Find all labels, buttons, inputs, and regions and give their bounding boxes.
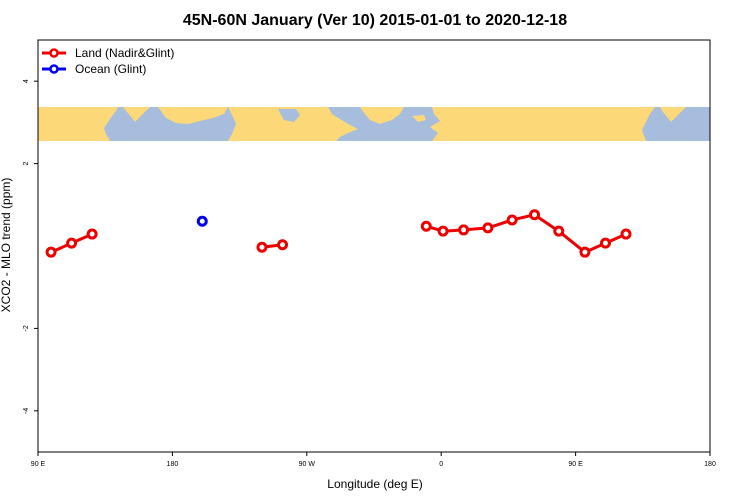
map-land-hudson-bay bbox=[278, 109, 300, 122]
land-point-8 bbox=[482, 222, 494, 234]
map-land-alaska bbox=[158, 107, 228, 124]
legend-label-land: Land (Nadir&Glint) bbox=[75, 46, 174, 60]
map-land-iceland bbox=[412, 115, 426, 122]
x-axis-label: Longitude (deg E) bbox=[327, 477, 422, 491]
legend-marker-ocean bbox=[49, 64, 59, 74]
map-band bbox=[38, 107, 710, 141]
series-layer bbox=[45, 209, 632, 258]
map-land-north-america bbox=[228, 107, 358, 141]
x-tick-label-1: 180 bbox=[167, 461, 179, 468]
x-tick-label-4: 90 E bbox=[568, 461, 583, 468]
y-axis: 4 2 -2 -4 bbox=[23, 79, 38, 414]
map-land-kamchatka bbox=[123, 107, 150, 122]
land-point-14 bbox=[620, 228, 632, 240]
land-point-12 bbox=[579, 246, 591, 258]
y-tick-label-3: -4 bbox=[23, 408, 30, 414]
map-land-kamchatka-2 bbox=[660, 107, 686, 122]
map-land-greenland bbox=[360, 107, 404, 124]
x-tick-label-2: 90 W bbox=[299, 461, 316, 468]
land-point-4 bbox=[277, 239, 289, 251]
land-point-5 bbox=[420, 220, 432, 232]
land-point-10 bbox=[529, 209, 541, 221]
x-axis: 90 E 180 90 W 0 90 E 180 bbox=[31, 452, 716, 468]
land-point-0 bbox=[45, 246, 57, 258]
legend-item-ocean: Ocean (Glint) bbox=[42, 62, 146, 76]
land-point-7 bbox=[458, 224, 470, 236]
legend: Land (Nadir&Glint) Ocean (Glint) bbox=[42, 46, 174, 76]
x-tick-label-0: 90 E bbox=[31, 461, 46, 468]
legend-item-land: Land (Nadir&Glint) bbox=[42, 46, 174, 60]
land-line-segment-2 bbox=[425, 213, 627, 254]
map-land-eurasia bbox=[38, 107, 118, 141]
legend-marker-land bbox=[49, 48, 59, 58]
land-point-13 bbox=[599, 237, 611, 249]
ocean-point-0 bbox=[196, 215, 208, 227]
y-axis-label: XCO2 - MLO trend (ppm) bbox=[0, 178, 13, 313]
land-point-11 bbox=[553, 225, 565, 237]
legend-label-ocean: Ocean (Glint) bbox=[75, 62, 146, 76]
x-tick-label-5: 180 bbox=[704, 461, 716, 468]
chart-title: 45N-60N January (Ver 10) 2015-01-01 to 2… bbox=[183, 12, 567, 29]
plot-frame bbox=[37, 39, 711, 453]
land-point-2 bbox=[86, 228, 98, 240]
land-point-3 bbox=[256, 241, 268, 253]
land-point-6 bbox=[437, 225, 449, 237]
y-tick-label-0: 4 bbox=[23, 79, 30, 83]
x-tick-label-3: 0 bbox=[439, 461, 443, 468]
y-tick-label-2: -2 bbox=[23, 325, 30, 331]
map-land-europe-asia bbox=[430, 107, 655, 141]
land-point-1 bbox=[66, 237, 78, 249]
y-tick-label-1: 2 bbox=[23, 162, 30, 166]
land-point-9 bbox=[506, 214, 518, 226]
